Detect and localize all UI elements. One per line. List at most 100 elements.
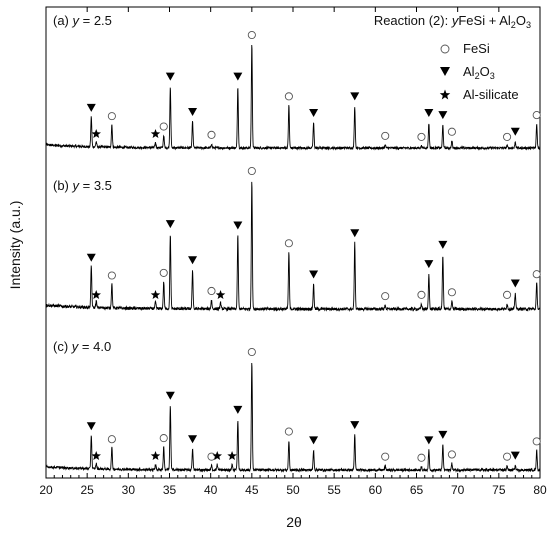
- fesi-marker: [503, 290, 512, 299]
- series-line-a: [45, 44, 541, 151]
- label-layer: (a) y = 2.5 (b) y = 3.5 (c) y = 4.0: [53, 13, 112, 354]
- x-tick-label: 25: [80, 483, 94, 497]
- x-tick-label: 75: [492, 483, 506, 497]
- series-label-c-part: y: [71, 339, 80, 354]
- al-silicate-marker: [150, 129, 161, 139]
- chart-title-part: 2: [511, 20, 516, 30]
- al2o3-marker: [424, 109, 434, 118]
- al2o3-marker: [233, 72, 243, 81]
- fesi-marker: [381, 292, 390, 301]
- chart-title-part: 3: [526, 20, 531, 30]
- fesi-marker: [532, 111, 541, 120]
- series-label-b-part: (b): [53, 178, 73, 193]
- x-tick-label: 70: [451, 483, 465, 497]
- fesi-marker: [381, 452, 390, 461]
- al2o3-marker: [165, 391, 175, 400]
- fesi-marker: [207, 286, 216, 296]
- legend-entry-label-part: 2: [475, 71, 480, 81]
- al2o3-marker: [165, 72, 175, 81]
- legend-entry-label-part: FeSi: [463, 41, 490, 56]
- x-tick-label: 55: [327, 483, 341, 497]
- fesi-marker: [532, 437, 541, 446]
- chart-title: Reaction (2): yFeSi + Al2O3: [374, 13, 531, 30]
- al2o3-marker: [510, 127, 520, 136]
- x-tick-label: 20: [39, 483, 53, 497]
- marker-layer: [86, 30, 541, 462]
- al2o3-marker: [309, 270, 319, 279]
- al2o3-marker: [165, 220, 175, 229]
- series-label-c: (c) y = 4.0: [53, 339, 111, 354]
- chart-title-part: FeSi + Al: [458, 13, 510, 28]
- series-label-b-part: = 3.5: [79, 178, 112, 193]
- al2o3-marker: [510, 451, 520, 460]
- al2o3-marker: [424, 436, 434, 445]
- series-layer: [45, 44, 541, 473]
- x-axis-label: 2θ: [286, 514, 302, 530]
- fesi-marker: [207, 452, 216, 461]
- series-label-a-part: (a): [53, 13, 73, 28]
- series-label-c-part: (c): [53, 339, 72, 354]
- al-silicate-marker: [91, 129, 101, 139]
- x-tick-label: 80: [533, 483, 547, 497]
- legend-entry-label-part: Al: [463, 64, 475, 79]
- legend: Reaction (2): yFeSi + Al2O3 FeSi Al2O3 Al-s…: [374, 13, 531, 102]
- legend-entry-label-part: Al-silicate: [463, 87, 519, 102]
- legend-entry-label: Al-silicate: [463, 87, 519, 102]
- al2o3-marker: [438, 430, 448, 439]
- series-label-c-part: = 4.0: [78, 339, 111, 354]
- legend-entry-label: FeSi: [463, 41, 490, 56]
- al2o3-marker: [350, 421, 360, 430]
- al-silicate-marker: [150, 451, 161, 461]
- series-label-b: (b) y = 3.5: [53, 178, 112, 193]
- fesi-marker: [159, 122, 168, 131]
- fesi-marker: [284, 92, 293, 101]
- fesi-marker: [503, 452, 512, 461]
- fesi-marker: [503, 132, 512, 141]
- al-silicate-marker: [150, 290, 161, 300]
- series-line-b: [45, 181, 541, 313]
- al2o3-marker: [510, 279, 520, 288]
- fesi-marker: [381, 131, 390, 140]
- x-tick-label: 50: [286, 483, 300, 497]
- fesi-marker: [417, 453, 426, 462]
- al-silicate-marker: [91, 290, 101, 300]
- fesi-marker: [447, 127, 456, 136]
- fesi-marker: [207, 130, 216, 139]
- series-label-a: (a) y = 2.5: [53, 13, 112, 28]
- al2o3-marker: [86, 422, 96, 431]
- al2o3-marker: [188, 435, 198, 444]
- al2o3-marker: [233, 405, 243, 414]
- al2o3-marker: [438, 111, 448, 120]
- al-silicate-marker: [91, 451, 101, 461]
- legend-fesi-icon: [440, 44, 450, 54]
- fesi-marker: [247, 347, 256, 357]
- fesi-marker: [107, 435, 116, 444]
- al2o3-marker: [309, 436, 319, 445]
- fesi-marker: [107, 112, 116, 121]
- legend-entry-label-part: 3: [490, 71, 495, 81]
- al2o3-marker: [188, 256, 198, 265]
- al-silicate-marker: [215, 290, 226, 300]
- x-tick-label: 60: [369, 483, 383, 497]
- fesi-marker: [247, 166, 256, 176]
- fesi-marker: [447, 288, 456, 297]
- series-label-a-part: y: [72, 13, 81, 28]
- al2o3-marker: [309, 109, 319, 118]
- legend-al-silicate-icon: [439, 89, 451, 100]
- fesi-marker: [447, 450, 456, 459]
- al-silicate-marker: [212, 451, 223, 461]
- x-tick-label: 65: [410, 483, 424, 497]
- x-tick-label: 45: [245, 483, 259, 497]
- fesi-marker: [159, 268, 168, 277]
- fesi-marker: [159, 434, 168, 443]
- y-axis-label: Intensity (a.u.): [7, 201, 23, 290]
- al-silicate-marker: [227, 451, 237, 461]
- fesi-marker: [107, 271, 116, 280]
- fesi-marker: [284, 239, 293, 248]
- al2o3-marker: [233, 221, 243, 230]
- legend-entry-label: Al2O3: [463, 64, 495, 81]
- series-label-a-part: = 2.5: [79, 13, 112, 28]
- fesi-marker: [417, 132, 426, 141]
- fesi-marker: [532, 270, 541, 279]
- fesi-marker: [247, 30, 256, 40]
